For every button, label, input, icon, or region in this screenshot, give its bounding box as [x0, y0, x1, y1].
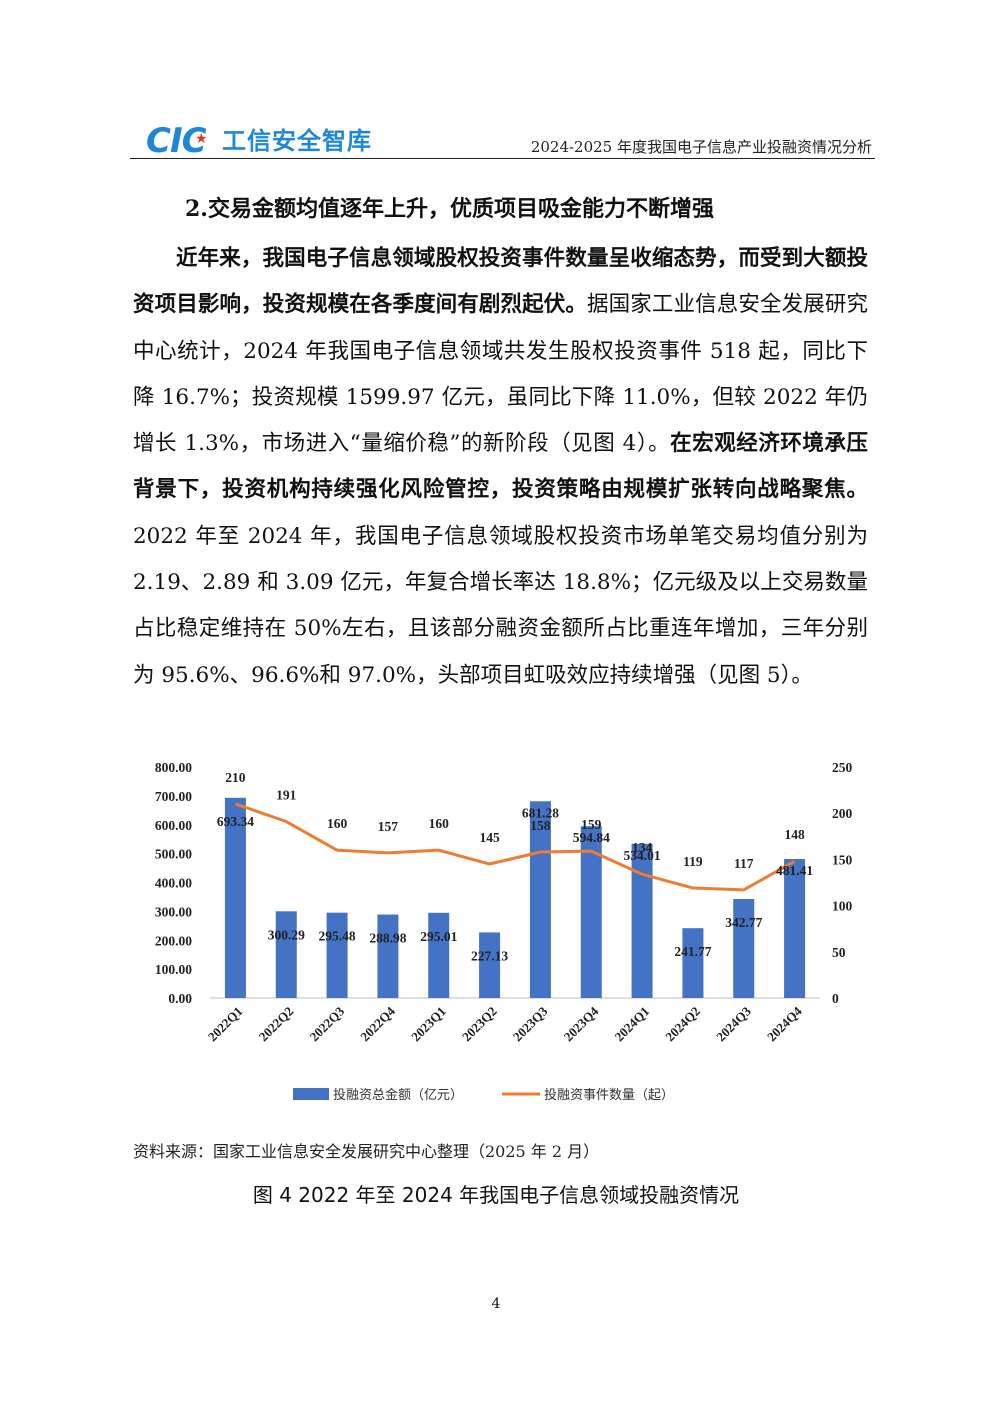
emphasis-text: 在宏观经济环境承压背景下，投资机构持续强化风险管控，投资策略由规模扩张转向战略聚…	[133, 431, 868, 503]
bar-data-labels: 693.34 300.29 295.48 288.98 295.01 227.13 681.…	[217, 805, 814, 963]
paragraph-text: 2022 年至 2024 年，我国电子信息领域股权投资市场单笔交易均值分别为 2…	[133, 523, 868, 688]
bar-value-label: 295.48	[319, 929, 356, 944]
left-y-tick-label: 300.00	[155, 904, 192, 919]
bar	[275, 911, 297, 998]
star-icon: ★	[195, 131, 208, 147]
logo-cic-text: CIC	[146, 121, 207, 161]
bar-value-label: 295.01	[420, 929, 457, 944]
bar	[784, 858, 806, 998]
legend-line-label: 投融资事件数量（起）	[544, 1087, 674, 1102]
left-axis: 0.00 100.00 200.00 300.00 400.00 500.00 600.00…	[155, 760, 192, 1006]
bar-value-label: 300.29	[268, 927, 305, 942]
x-tick-label: 2023Q3	[510, 1003, 551, 1044]
bar-value-label: 241.77	[674, 944, 711, 959]
paragraph-text: 据国家工业信息安全发展研究中心统计，2024 年我国电子信息领域共发生股权投资事…	[133, 292, 868, 457]
left-y-tick-label: 500.00	[155, 847, 192, 862]
line-data-labels: 210 191 160 157 160 145 158 159 134 119 117 148	[225, 770, 805, 871]
line-value-label: 158	[530, 818, 551, 833]
bar	[682, 928, 704, 998]
right-y-tick-label: 250	[832, 760, 853, 775]
left-y-tick-label: 700.00	[155, 789, 192, 804]
bar-series	[224, 797, 806, 998]
body-text: 近年来，我国电子信息领域股权投资事件数量呈收缩态势，而受到大额投资项目影响，投资…	[133, 236, 868, 699]
figure-caption: 图 4 2022 年至 2024 年我国电子信息领域投融资情况	[252, 1183, 740, 1207]
legend-bar-label: 投融资总金额（亿元）	[333, 1087, 463, 1102]
line-value-label: 159	[581, 817, 602, 832]
bar	[580, 826, 602, 998]
emphasis-text: 近年来，我国电子信息领域股权投资事件数量呈收缩态势，而受到大额投资项目影响，投资…	[133, 246, 868, 318]
section-heading: 2.交易金额均值逐年上升，优质项目吸金能力不断增强	[185, 196, 714, 222]
source-note: 资料来源：国家工业信息安全发展研究中心整理（2025 年 2 月）	[133, 1142, 600, 1161]
body-paragraph: 近年来，我国电子信息领域股权投资事件数量呈收缩态势，而受到大额投资项目影响，投资…	[133, 236, 868, 699]
logo-name-text: 工信安全智库	[222, 127, 372, 155]
bar-value-label: 288.98	[369, 931, 406, 946]
x-tick-label: 2023Q1	[408, 1004, 449, 1045]
page-number: 4	[491, 1296, 501, 1312]
line-series	[234, 802, 796, 892]
left-y-tick-label: 0.00	[168, 991, 192, 1006]
left-y-tick-label: 600.00	[155, 818, 192, 833]
bar-value-label: 227.13	[471, 948, 508, 963]
right-y-tick-label: 200	[832, 806, 853, 821]
bar-value-label: 534.01	[624, 848, 661, 863]
x-tick-label: 2024Q4	[764, 1003, 805, 1044]
bar-value-label: 594.84	[573, 830, 610, 845]
right-y-tick-label: 150	[832, 852, 853, 867]
x-tick-label: 2022Q2	[256, 1004, 297, 1045]
header-divider	[130, 158, 875, 159]
left-y-tick-label: 100.00	[155, 962, 192, 977]
line-value-label: 157	[378, 819, 399, 834]
bar	[631, 843, 653, 998]
line-value-label: 145	[479, 830, 500, 845]
right-y-tick-label: 100	[832, 899, 853, 914]
x-tick-label: 2023Q2	[459, 1004, 500, 1045]
line-value-label: 117	[734, 856, 754, 871]
investment-chart: 0.00 100.00 200.00 300.00 400.00 500.00 600.00…	[155, 760, 853, 1102]
chart-legend: 投融资总金额（亿元） 投融资事件数量（起）	[293, 1087, 674, 1102]
line-value-label: 148	[784, 827, 805, 842]
line-value-label: 191	[276, 788, 297, 803]
publisher-logo: CIC ★ 工信安全智库	[146, 123, 396, 159]
x-tick-label: 2024Q2	[662, 1004, 703, 1045]
bar	[479, 932, 501, 998]
bar-value-label: 681.28	[522, 805, 559, 820]
bar	[326, 912, 348, 998]
right-y-tick-label: 50	[832, 945, 846, 960]
x-tick-label: 2024Q3	[713, 1003, 754, 1044]
line-value-label: 210	[225, 770, 246, 785]
line-value-label: 134	[632, 840, 653, 855]
bar	[428, 912, 450, 998]
right-axis: 0 50 100 150 200 250	[832, 760, 853, 1006]
line-value-label: 160	[327, 816, 348, 831]
bar	[224, 797, 246, 998]
x-tick-label: 2022Q4	[357, 1003, 398, 1044]
bar	[733, 899, 755, 998]
legend-bar-swatch	[293, 1088, 329, 1100]
x-tick-labels: 2022Q1 2022Q2 2022Q3 2022Q4 2023Q1 2023Q2 2023…	[205, 1003, 805, 1044]
x-tick-label: 2024Q1	[611, 1004, 652, 1045]
left-y-tick-label: 800.00	[155, 760, 192, 775]
x-tick-label: 2022Q3	[306, 1003, 347, 1044]
left-y-tick-label: 400.00	[155, 876, 192, 891]
bar-value-label: 693.34	[217, 814, 254, 829]
line-value-label: 119	[683, 854, 703, 869]
right-y-tick-label: 0	[832, 991, 839, 1006]
series-line	[234, 802, 796, 892]
x-tick-label: 2023Q4	[561, 1003, 602, 1044]
bar-value-label: 342.77	[725, 915, 762, 930]
line-value-label: 160	[429, 816, 450, 831]
x-tick-label: 2022Q1	[205, 1004, 246, 1045]
bar	[377, 914, 399, 998]
document-header-title: 2024-2025 年度我国电子信息产业投融资情况分析	[530, 138, 872, 156]
left-y-tick-label: 200.00	[155, 933, 192, 948]
bar-value-label: 481.41	[776, 863, 813, 878]
